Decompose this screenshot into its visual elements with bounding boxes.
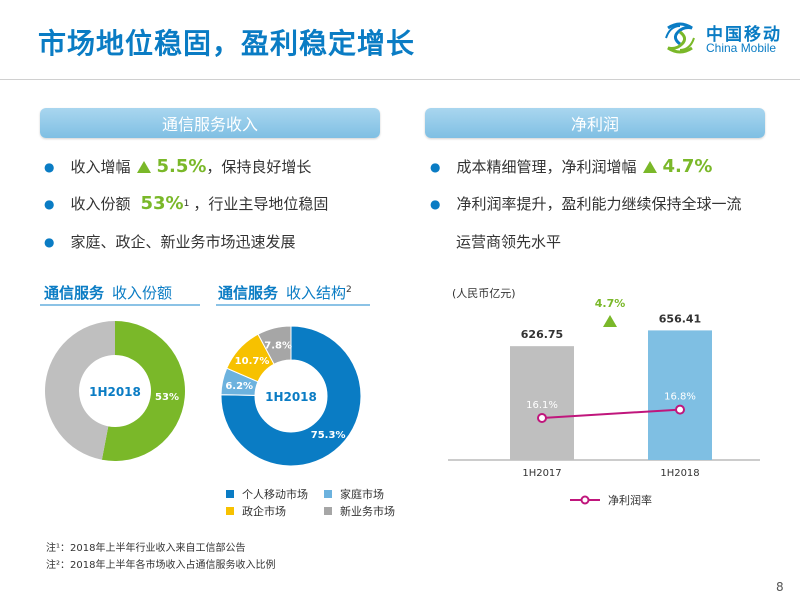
legend-label: 新业务市场 bbox=[340, 505, 395, 518]
logo-text-en: China Mobile bbox=[706, 41, 777, 55]
bullet-dot-icon: ● bbox=[44, 196, 55, 211]
bar-1H2017 bbox=[510, 346, 574, 460]
legend-swatch bbox=[324, 507, 332, 515]
legend-swatch bbox=[324, 490, 332, 498]
margin-point bbox=[537, 413, 547, 423]
structure-slice-label-2: 10.7% bbox=[235, 356, 270, 367]
legend-label: 政企市场 bbox=[242, 505, 286, 518]
revenue-header: 通信服务收入 bbox=[40, 108, 380, 138]
share-chart-title-rule bbox=[40, 304, 200, 306]
up-triangle-icon bbox=[136, 160, 151, 173]
structure-chart-title-rule bbox=[216, 304, 370, 306]
page-title: 市场地位稳固，盈利稳定增长 bbox=[38, 27, 416, 60]
bullet-revenue-share: ● 收入份额 53% 1 ，行业主导地位稳固 bbox=[44, 193, 328, 214]
bullet-dot-icon: ● bbox=[44, 234, 55, 249]
legend-label: 净利润率 bbox=[608, 493, 652, 507]
china-mobile-logo-icon bbox=[665, 22, 695, 54]
header-divider bbox=[0, 79, 800, 80]
structure-chart-title-bold: 通信服务 bbox=[218, 284, 279, 302]
legend-item: 个人移动市场 bbox=[226, 486, 308, 502]
bullet-value: 5.5% bbox=[156, 156, 207, 177]
bullet-revenue-growth: ● 收入增幅 5.5% ，保持良好增长 bbox=[44, 156, 311, 177]
footnote-2: 注²：2018年上半年各市场收入占通信服务收入比例 bbox=[46, 560, 276, 571]
share-center-label: 1H2018 bbox=[89, 385, 141, 399]
growth-label: 4.7% bbox=[595, 297, 626, 310]
logo-text-cn: 中国移动 bbox=[706, 25, 782, 45]
bullet-value: 53% bbox=[140, 193, 184, 214]
footnote-1: 注¹：2018年上半年行业收入来自工信部公告 bbox=[46, 543, 246, 554]
legend-item: 家庭市场 bbox=[324, 486, 384, 502]
category-label: 1H2017 bbox=[522, 468, 561, 479]
share-chart-title: 通信服务 收入份额 bbox=[44, 282, 172, 303]
bullet-dot-icon: ● bbox=[430, 196, 441, 211]
bullet-value: 4.7% bbox=[662, 156, 713, 177]
margin-point-label: 16.8% bbox=[664, 392, 696, 403]
revenue-share-donut-chart: 1H2018 53% bbox=[45, 321, 185, 461]
bullet-text: 净利润率提升，盈利能力继续保持全球一流 bbox=[456, 195, 742, 213]
legend-swatch bbox=[226, 490, 234, 498]
page-number: 8 bbox=[776, 580, 784, 594]
margin-line bbox=[541, 408, 681, 419]
structure-slice-3 bbox=[257, 325, 292, 365]
bullet-pre: 收入增幅 bbox=[70, 158, 131, 176]
bar-value-label: 656.41 bbox=[659, 312, 701, 325]
legend-item: 政企市场 bbox=[226, 503, 286, 519]
footnote-marker: 1 bbox=[183, 198, 190, 209]
bullet-text: 家庭、政企、新业务市场迅速发展 bbox=[70, 233, 296, 251]
bullet-text: 运营商领先水平 bbox=[456, 233, 562, 251]
structure-center-label: 1H2018 bbox=[265, 390, 317, 404]
bullet-post: ，保持良好增长 bbox=[206, 158, 312, 176]
china-mobile-logo: 中国移动 China Mobile bbox=[660, 18, 790, 62]
bullet-dot-icon: ● bbox=[430, 159, 441, 174]
bullet-profit-margin-cont: 运营商领先水平 bbox=[456, 231, 561, 252]
bar-value-label: 626.75 bbox=[521, 328, 563, 341]
legend-item: 新业务市场 bbox=[324, 503, 395, 519]
net-profit-header: 净利润 bbox=[425, 108, 765, 138]
growth-up-triangle-icon bbox=[603, 315, 617, 327]
bullet-pre: 收入份额 bbox=[70, 195, 131, 213]
revenue-structure-donut-chart: 75.3% 6.2% 10.7% 7.8% 1H2018 bbox=[220, 325, 362, 467]
share-slice-1 bbox=[45, 321, 115, 460]
share-chart-title-sub: 收入份额 bbox=[112, 284, 173, 302]
bullet-pre: 成本精细管理，净利润增幅 bbox=[456, 158, 637, 176]
structure-slice-label-0: 75.3% bbox=[311, 430, 346, 441]
share-chart-title-bold: 通信服务 bbox=[44, 284, 105, 302]
bar-1H2018 bbox=[648, 330, 712, 460]
footnote-marker: 2 bbox=[346, 285, 352, 295]
net-profit-bar-chart: (人民币亿元) 626.75 1H2017 656.41 1H2018 4.7% 16.1%… bbox=[448, 287, 760, 507]
structure-chart-legend: 个人移动市场 家庭市场政企市场 新业务市场 bbox=[226, 486, 406, 520]
share-slice-0 bbox=[101, 321, 185, 461]
bullet-dot-icon: ● bbox=[44, 159, 55, 174]
structure-chart-title: 通信服务 收入结构2 bbox=[218, 282, 356, 303]
legend-swatch bbox=[226, 507, 234, 515]
bullet-cost-management: ● 成本精细管理，净利润增幅 4.7% bbox=[430, 156, 712, 177]
footnotes: 注¹：2018年上半年行业收入来自工信部公告 注²：2018年上半年各市场收入占… bbox=[46, 540, 275, 574]
structure-chart-title-sub: 收入结构 bbox=[286, 284, 347, 302]
category-label: 1H2018 bbox=[660, 468, 699, 479]
legend-label: 家庭市场 bbox=[340, 488, 384, 501]
legend-label: 个人移动市场 bbox=[242, 488, 308, 501]
structure-slice-0 bbox=[220, 325, 362, 467]
structure-slice-label-3: 7.8% bbox=[264, 341, 292, 352]
structure-slice-label-1: 6.2% bbox=[225, 381, 253, 392]
legend-marker bbox=[580, 495, 590, 505]
margin-point bbox=[675, 404, 685, 415]
bullet-market-development: ● 家庭、政企、新业务市场迅速发展 bbox=[44, 231, 296, 252]
bullet-profit-margin: ● 净利润率提升，盈利能力继续保持全球一流 bbox=[430, 193, 742, 214]
share-slice-label: 53% bbox=[155, 392, 179, 403]
bullet-post: ，行业主导地位稳固 bbox=[193, 195, 329, 213]
unit-label: (人民币亿元) bbox=[452, 287, 516, 300]
up-triangle-icon bbox=[642, 160, 657, 173]
margin-point-label: 16.1% bbox=[526, 400, 558, 411]
